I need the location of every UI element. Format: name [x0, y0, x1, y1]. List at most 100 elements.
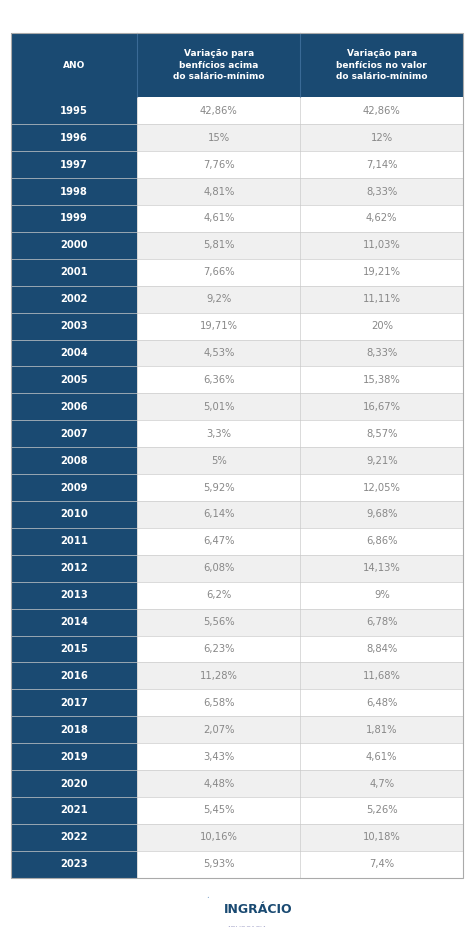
Text: 6,23%: 6,23%: [203, 644, 235, 654]
Text: 20%: 20%: [371, 321, 393, 331]
Text: 7,66%: 7,66%: [203, 267, 235, 277]
Text: 4,7%: 4,7%: [369, 779, 394, 789]
Bar: [11, 851, 137, 878]
Text: 1995: 1995: [60, 106, 88, 116]
Text: 9,21%: 9,21%: [366, 456, 398, 465]
Bar: [11, 609, 137, 636]
Text: 2014: 2014: [60, 617, 88, 627]
Text: 9,2%: 9,2%: [206, 294, 231, 304]
Bar: [301, 474, 463, 501]
Bar: [137, 151, 301, 178]
Bar: [11, 97, 137, 124]
Text: 5,56%: 5,56%: [203, 617, 235, 627]
Text: 2002: 2002: [60, 294, 88, 304]
Text: 15%: 15%: [208, 133, 230, 143]
Bar: [301, 420, 463, 447]
Bar: [301, 205, 463, 232]
Text: 6,58%: 6,58%: [203, 698, 235, 708]
Text: 2011: 2011: [60, 537, 88, 546]
Text: INGRÁCIO: INGRÁCIO: [224, 903, 292, 916]
Text: 9%: 9%: [374, 590, 390, 600]
Text: 2010: 2010: [60, 510, 88, 519]
Bar: [301, 824, 463, 851]
Text: 10,18%: 10,18%: [363, 832, 401, 843]
Text: 19,21%: 19,21%: [363, 267, 401, 277]
Text: 2,07%: 2,07%: [203, 725, 235, 735]
Bar: [11, 339, 137, 366]
Bar: [301, 609, 463, 636]
Bar: [137, 501, 301, 527]
Text: 1996: 1996: [60, 133, 88, 143]
Text: ANO: ANO: [63, 60, 85, 70]
Polygon shape: [202, 906, 214, 924]
Bar: [11, 717, 137, 743]
Bar: [137, 554, 301, 582]
Text: 4,81%: 4,81%: [203, 186, 235, 197]
Bar: [137, 339, 301, 366]
Bar: [301, 582, 463, 609]
Bar: [137, 824, 301, 851]
Bar: [137, 97, 301, 124]
Text: 5%: 5%: [211, 456, 227, 465]
Text: 1997: 1997: [60, 159, 88, 170]
Text: 2019: 2019: [60, 752, 88, 762]
Bar: [301, 663, 463, 690]
Bar: [301, 554, 463, 582]
Bar: [137, 286, 301, 312]
Text: 2015: 2015: [60, 644, 88, 654]
Bar: [11, 178, 137, 205]
Text: 7,4%: 7,4%: [369, 859, 394, 870]
Bar: [11, 124, 137, 151]
Bar: [11, 366, 137, 393]
Bar: [11, 447, 137, 474]
Bar: [301, 527, 463, 554]
Text: 2000: 2000: [60, 240, 88, 250]
Text: 2022: 2022: [60, 832, 88, 843]
Text: 2017: 2017: [60, 698, 88, 708]
Bar: [11, 501, 137, 527]
Text: 8,33%: 8,33%: [366, 348, 397, 358]
Text: 6,14%: 6,14%: [203, 510, 235, 519]
Text: 6,08%: 6,08%: [203, 564, 235, 573]
Bar: [137, 232, 301, 259]
Bar: [137, 178, 301, 205]
Text: 6,48%: 6,48%: [366, 698, 397, 708]
Bar: [11, 797, 137, 824]
Text: 2003: 2003: [60, 321, 88, 331]
Bar: [301, 97, 463, 124]
Bar: [11, 151, 137, 178]
Text: 2004: 2004: [60, 348, 88, 358]
Bar: [137, 447, 301, 474]
Text: 6,2%: 6,2%: [206, 590, 231, 600]
Bar: [137, 259, 301, 286]
Text: 5,93%: 5,93%: [203, 859, 235, 870]
Bar: [301, 851, 463, 878]
Text: 16,67%: 16,67%: [363, 401, 401, 412]
Bar: [11, 663, 137, 690]
Text: 9,68%: 9,68%: [366, 510, 398, 519]
Text: 42,86%: 42,86%: [200, 106, 238, 116]
Bar: [11, 636, 137, 663]
Text: 11,28%: 11,28%: [200, 671, 238, 681]
Bar: [137, 366, 301, 393]
Text: 2018: 2018: [60, 725, 88, 735]
Text: 19,71%: 19,71%: [200, 321, 238, 331]
Text: 4,48%: 4,48%: [203, 779, 235, 789]
Text: 10,16%: 10,16%: [200, 832, 238, 843]
Text: 6,36%: 6,36%: [203, 375, 235, 385]
Text: 6,47%: 6,47%: [203, 537, 235, 546]
Bar: [137, 205, 301, 232]
Text: 2008: 2008: [60, 456, 88, 465]
Bar: [301, 447, 463, 474]
Text: Variação para
benfícios acima
do salário-mínimo: Variação para benfícios acima do salário…: [173, 49, 264, 82]
Text: 2023: 2023: [60, 859, 88, 870]
Text: 12,05%: 12,05%: [363, 483, 401, 492]
Bar: [301, 124, 463, 151]
Bar: [11, 205, 137, 232]
Bar: [137, 609, 301, 636]
Text: 2012: 2012: [60, 564, 88, 573]
Bar: [11, 232, 137, 259]
Bar: [137, 582, 301, 609]
Text: 4,61%: 4,61%: [203, 213, 235, 223]
Bar: [137, 851, 301, 878]
